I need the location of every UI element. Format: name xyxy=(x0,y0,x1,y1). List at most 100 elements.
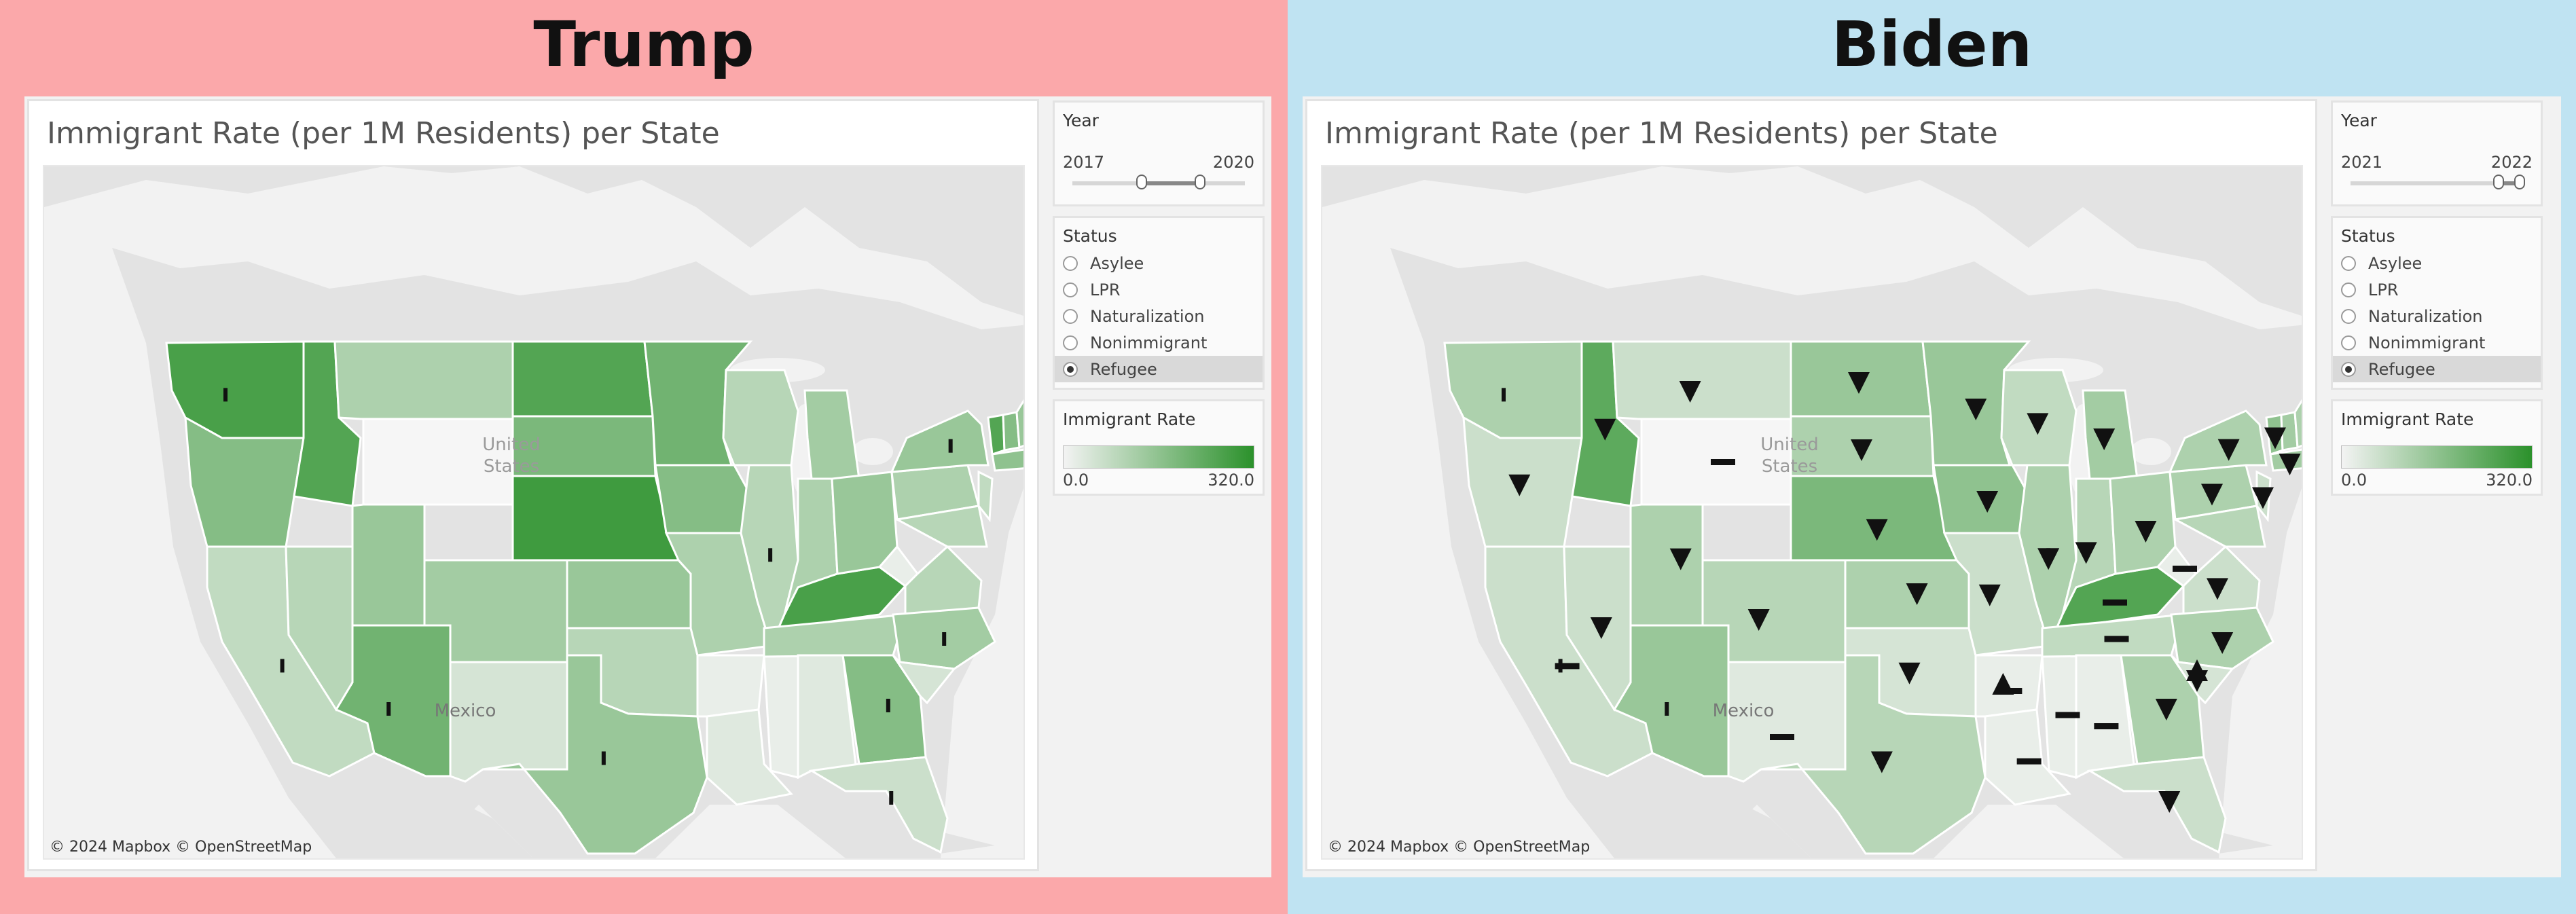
radio-button[interactable] xyxy=(2341,335,2356,350)
status-option-label: Asylee xyxy=(2368,253,2423,273)
status-option-lpr[interactable]: LPR xyxy=(2333,276,2541,303)
state-la[interactable] xyxy=(1984,708,2071,806)
state-fl[interactable] xyxy=(2086,756,2227,854)
radio-button[interactable] xyxy=(1063,255,1078,271)
marker-down-triangle xyxy=(1679,381,1701,403)
year-filter: Year 2021 2022 xyxy=(2331,100,2543,206)
marker-minus xyxy=(1770,734,1794,740)
marker-down-triangle xyxy=(2201,483,2223,506)
year-filter-title: Year xyxy=(1063,111,1099,130)
state-md[interactable] xyxy=(2172,505,2266,548)
state-mt[interactable] xyxy=(1612,340,1792,420)
marker-down-triangle xyxy=(2264,427,2286,450)
slider-end-handle[interactable] xyxy=(1194,175,1205,189)
color-legend: Immigrant Rate 0.0 320.0 xyxy=(1053,399,1265,496)
legend-min-label: 0.0 xyxy=(2341,471,2368,490)
trump-panel: Trump Immigrant Rate (per 1M Residents) … xyxy=(0,0,1288,914)
state-ks[interactable] xyxy=(1844,559,1970,629)
state-ne[interactable] xyxy=(511,475,681,562)
lake-erie xyxy=(2130,438,2171,465)
year-range-slider[interactable] xyxy=(2351,175,2525,189)
caribbean-land xyxy=(832,832,995,854)
marker-bar xyxy=(1665,702,1669,716)
status-option-label: Naturalization xyxy=(2368,306,2483,326)
state-ma[interactable] xyxy=(991,448,1023,472)
marker-minus xyxy=(1555,663,1580,670)
state-vt[interactable] xyxy=(987,414,1006,456)
state-nd[interactable] xyxy=(511,340,654,418)
slider-range-fill xyxy=(2499,181,2520,185)
radio-button[interactable] xyxy=(2341,361,2356,377)
map-worksheet: Immigrant Rate (per 1M Residents) per St… xyxy=(27,99,1039,871)
state-ga[interactable] xyxy=(841,654,927,765)
year-filter-title: Year xyxy=(2341,111,2377,130)
state-tx[interactable] xyxy=(482,654,708,855)
status-option-refugee[interactable]: Refugee xyxy=(2333,356,2541,382)
slider-start-handle[interactable] xyxy=(2493,175,2505,189)
state-wi[interactable] xyxy=(722,369,799,467)
state-fl[interactable] xyxy=(808,756,949,854)
map-attribution[interactable]: © 2024 Mapbox © OpenStreetMap xyxy=(50,839,312,856)
state-la[interactable] xyxy=(706,708,793,806)
state-ar[interactable] xyxy=(696,654,765,718)
state-ia[interactable] xyxy=(654,464,750,534)
state-mn[interactable] xyxy=(643,340,753,467)
marker-up-triangle xyxy=(2186,659,2208,681)
radio-button[interactable] xyxy=(1063,361,1078,377)
state-sc[interactable] xyxy=(892,654,956,705)
state-md[interactable] xyxy=(894,505,988,548)
radio-button[interactable] xyxy=(1063,335,1078,350)
radio-button[interactable] xyxy=(2341,308,2356,324)
map-attribution[interactable]: © 2024 Mapbox © OpenStreetMap xyxy=(1328,839,1591,856)
marker-down-triangle xyxy=(1747,609,1770,631)
filter-sidebar: Year 2021 2022 Status Asylee LPR Natural… xyxy=(2331,100,2543,505)
marker-down-triangle xyxy=(2158,791,2181,813)
choropleth-map[interactable]: United States Mexico © 2024 Mapbox © OpenS… xyxy=(43,165,1025,860)
status-option-nonimmigrant[interactable]: Nonimmigrant xyxy=(1055,329,1263,356)
marker-bar xyxy=(948,439,953,453)
radio-button[interactable] xyxy=(1063,282,1078,297)
state-me[interactable] xyxy=(1015,370,1023,450)
status-option-lpr[interactable]: LPR xyxy=(1055,276,1263,303)
marker-down-triangle xyxy=(1508,474,1531,496)
status-option-asylee[interactable]: Asylee xyxy=(2333,250,2541,276)
state-ny[interactable] xyxy=(890,409,990,473)
country-label-us: United xyxy=(1760,435,1818,455)
status-option-naturalization[interactable]: Naturalization xyxy=(2333,303,2541,329)
status-option-refugee[interactable]: Refugee xyxy=(1055,356,1263,382)
status-option-label: Nonimmigrant xyxy=(2368,333,2486,352)
status-option-label: LPR xyxy=(1090,280,1121,299)
canada-land xyxy=(44,166,1023,316)
status-option-asylee[interactable]: Asylee xyxy=(1055,250,1263,276)
state-or[interactable] xyxy=(184,416,305,548)
status-option-label: Nonimmigrant xyxy=(1090,333,1208,352)
state-ne[interactable] xyxy=(1790,475,1959,562)
marker-down-triangle xyxy=(1848,372,1870,394)
slider-end-handle[interactable] xyxy=(2514,175,2525,189)
state-ia[interactable] xyxy=(1932,464,2029,534)
radio-button[interactable] xyxy=(2341,282,2356,297)
map-worksheet: Immigrant Rate (per 1M Residents) per St… xyxy=(1305,99,2317,871)
mexico-land xyxy=(1567,764,1811,858)
status-option-nonimmigrant[interactable]: Nonimmigrant xyxy=(2333,329,2541,356)
filter-sidebar: Year 2017 2020 Status Asylee LPR Natural… xyxy=(1053,100,1265,505)
state-ms[interactable] xyxy=(763,654,799,779)
state-ny[interactable] xyxy=(2168,409,2268,473)
choropleth-map[interactable]: United States Mexico © 2024 Mapbox © OpenS… xyxy=(1321,165,2303,860)
state-nm[interactable] xyxy=(1727,661,1847,783)
radio-button[interactable] xyxy=(2341,255,2356,271)
state-me[interactable] xyxy=(2293,370,2302,450)
radio-button[interactable] xyxy=(1063,308,1078,324)
state-nm[interactable] xyxy=(449,661,568,783)
state-ks[interactable] xyxy=(566,559,692,629)
marker-bar xyxy=(223,388,228,402)
status-option-naturalization[interactable]: Naturalization xyxy=(1055,303,1263,329)
state-nj[interactable] xyxy=(977,470,994,522)
dashboard: Immigrant Rate (per 1M Residents) per St… xyxy=(1303,96,2561,877)
legend-max-label: 320.0 xyxy=(1208,471,1254,490)
slider-start-handle[interactable] xyxy=(1136,175,1147,189)
year-range-slider[interactable] xyxy=(1072,175,1245,189)
state-mt[interactable] xyxy=(333,340,514,420)
